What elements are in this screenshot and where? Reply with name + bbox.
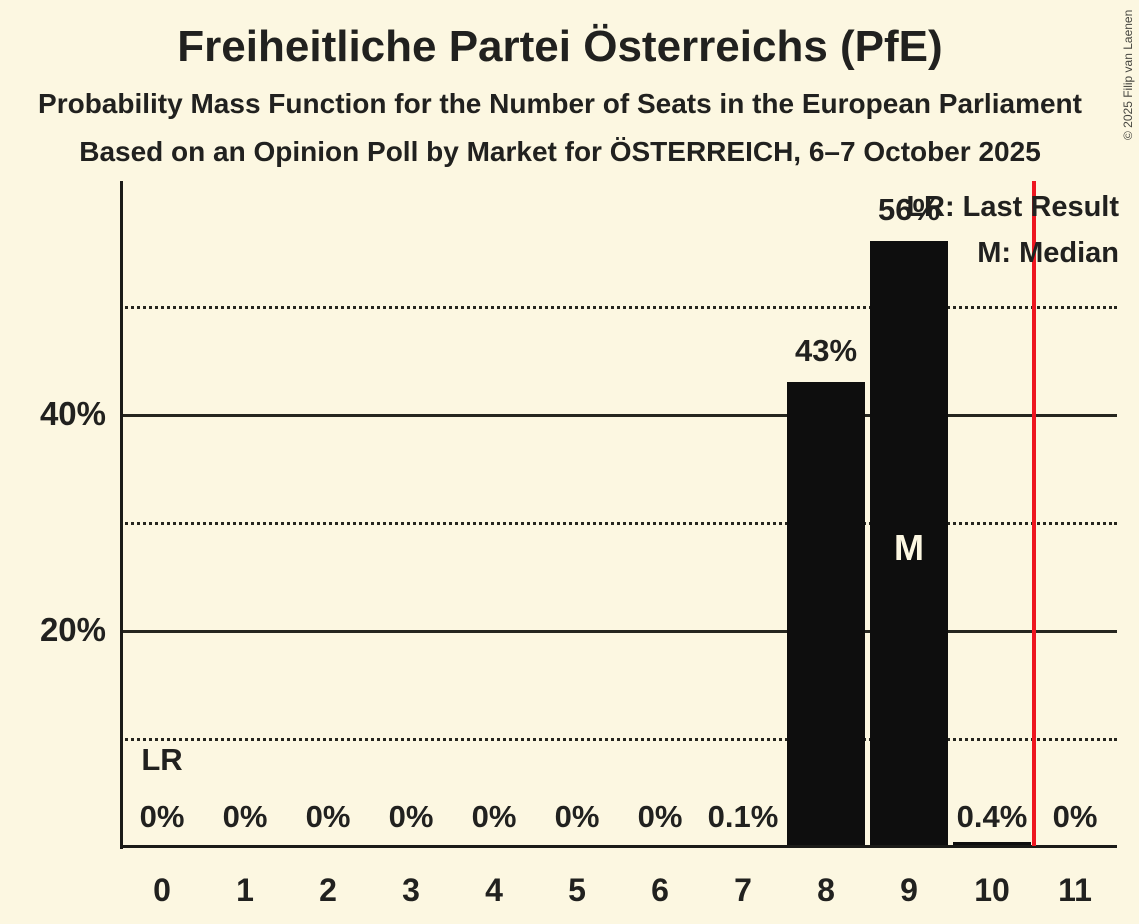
last-result-marker: LR bbox=[141, 742, 183, 777]
bar-seat-8 bbox=[787, 382, 865, 846]
major-gridline-40pct bbox=[120, 414, 1117, 417]
bar-seat-9 bbox=[870, 241, 948, 846]
x-axis-label-seat-11: 11 bbox=[1058, 872, 1092, 908]
value-label-seat-1: 0% bbox=[222, 799, 268, 834]
x-axis-label-seat-6: 6 bbox=[651, 872, 669, 908]
value-label-seat-0: 0% bbox=[139, 799, 185, 834]
value-label-seat-5: 0% bbox=[554, 799, 600, 834]
value-label-seat-11: 0% bbox=[1052, 799, 1098, 834]
chart-source-line: Based on an Opinion Poll by Market for Ö… bbox=[79, 136, 1041, 167]
y-axis-line bbox=[120, 181, 123, 849]
x-axis-label-seat-0: 0 bbox=[153, 872, 171, 908]
x-axis-label-seat-3: 3 bbox=[402, 872, 420, 908]
minor-gridline-50pct bbox=[120, 306, 1117, 309]
y-axis-label-40pct: 40% bbox=[39, 395, 106, 432]
minor-gridline-30pct bbox=[120, 522, 1117, 525]
minor-gridline-10pct bbox=[120, 738, 1117, 741]
value-label-seat-9: 56% bbox=[877, 192, 941, 227]
last-result-line bbox=[1032, 181, 1036, 846]
value-label-seat-10: 0.4% bbox=[956, 799, 1028, 834]
value-label-seat-7: 0.1% bbox=[707, 799, 779, 834]
page-title: Freiheitliche Partei Österreichs (PfE) bbox=[177, 22, 943, 71]
legend: LR: Last Result M: Median bbox=[906, 184, 1119, 276]
x-axis-label-seat-4: 4 bbox=[485, 872, 503, 908]
legend-median: M: Median bbox=[977, 237, 1119, 269]
bar-seat-10 bbox=[953, 842, 1031, 846]
x-axis-line bbox=[120, 845, 1117, 848]
chart-subtitle: Probability Mass Function for the Number… bbox=[38, 88, 1082, 119]
x-axis-label-seat-2: 2 bbox=[319, 872, 337, 908]
x-axis-label-seat-10: 10 bbox=[974, 872, 1010, 908]
value-label-seat-3: 0% bbox=[388, 799, 434, 834]
value-label-seat-2: 0% bbox=[305, 799, 351, 834]
y-axis-label-20pct: 20% bbox=[39, 611, 106, 648]
x-axis-label-seat-7: 7 bbox=[734, 872, 752, 908]
x-axis-label-seat-8: 8 bbox=[817, 872, 835, 908]
value-label-seat-6: 0% bbox=[637, 799, 683, 834]
x-axis-label-seat-9: 9 bbox=[900, 872, 918, 908]
x-axis-label-seat-5: 5 bbox=[568, 872, 586, 908]
legend-last-result: LR: Last Result bbox=[906, 191, 1119, 223]
median-marker: M bbox=[894, 527, 924, 568]
major-gridline-20pct bbox=[120, 630, 1117, 633]
copyright-notice: © 2025 Filip van Laenen bbox=[1121, 9, 1135, 140]
value-label-seat-8: 43% bbox=[794, 333, 858, 368]
value-label-seat-4: 0% bbox=[471, 799, 517, 834]
x-axis-label-seat-1: 1 bbox=[236, 872, 254, 908]
